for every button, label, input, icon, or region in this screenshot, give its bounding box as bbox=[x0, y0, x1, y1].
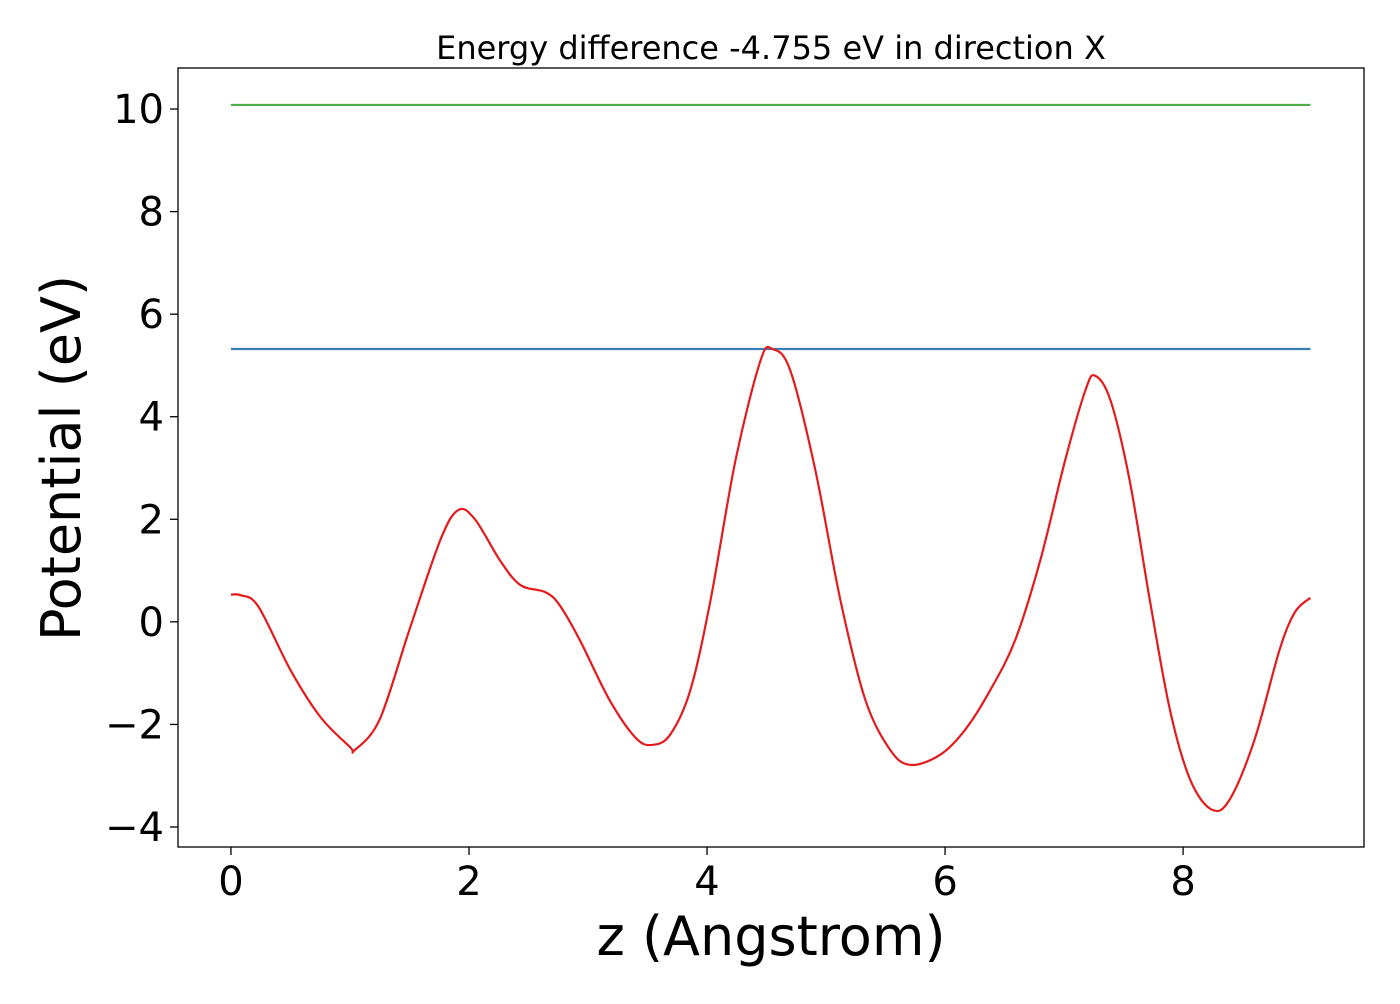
x-axis-label: z (Angstrom) bbox=[596, 905, 945, 968]
y-tick-label: 6 bbox=[139, 292, 164, 338]
y-tick-label: 8 bbox=[139, 190, 164, 236]
plot-frame bbox=[177, 67, 1365, 848]
ticks-layer: 0 2 4 6 8 −4 −2 0 2 4 6 8 10 bbox=[105, 87, 1196, 905]
x-tick-label: 2 bbox=[456, 859, 481, 905]
y-axis-label: Potential (eV) bbox=[30, 275, 93, 641]
y-tick-label: −2 bbox=[105, 702, 164, 748]
x-tick-label: 0 bbox=[218, 859, 243, 905]
x-tick-label: 6 bbox=[932, 859, 957, 905]
y-tick-label: 0 bbox=[139, 600, 164, 646]
y-tick-label: −4 bbox=[105, 805, 164, 851]
x-tick-label: 8 bbox=[1170, 859, 1195, 905]
y-tick-label: 4 bbox=[139, 395, 164, 441]
y-tick-label: 10 bbox=[113, 87, 164, 133]
series-layer bbox=[230, 103, 1312, 813]
series-line-potential bbox=[230, 345, 1312, 813]
x-tick-label: 4 bbox=[694, 859, 719, 905]
y-tick-label: 2 bbox=[139, 497, 164, 543]
chart-title: Energy difference -4.755 eV in direction… bbox=[436, 29, 1106, 67]
